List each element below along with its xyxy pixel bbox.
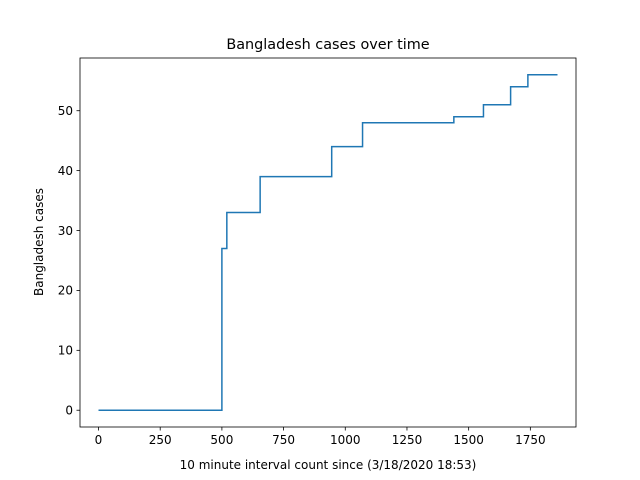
- x-tick-label: 500: [210, 433, 233, 447]
- x-tick-label: 0: [95, 433, 103, 447]
- plot-frame: [79, 57, 577, 428]
- y-tick-label: 0: [65, 404, 73, 418]
- y-axis-label: Bangladesh cases: [32, 188, 46, 296]
- series-line-0: [98, 74, 558, 411]
- x-tick-label: 250: [149, 433, 172, 447]
- x-tick-label: 750: [272, 433, 295, 447]
- x-tick-label: 1500: [453, 433, 484, 447]
- y-tick-label: 50: [58, 104, 73, 118]
- chart-title: Bangladesh cases over time: [226, 37, 429, 53]
- x-tick-label: 1250: [392, 433, 423, 447]
- x-tick-label: 1000: [330, 433, 361, 447]
- y-tick-label: 20: [58, 284, 73, 298]
- y-tick-label: 40: [58, 164, 73, 178]
- x-axis-label: 10 minute interval count since (3/18/202…: [180, 458, 477, 472]
- y-tick-label: 10: [58, 344, 73, 358]
- y-tick-label: 30: [58, 224, 73, 238]
- x-tick-label: 1750: [515, 433, 546, 447]
